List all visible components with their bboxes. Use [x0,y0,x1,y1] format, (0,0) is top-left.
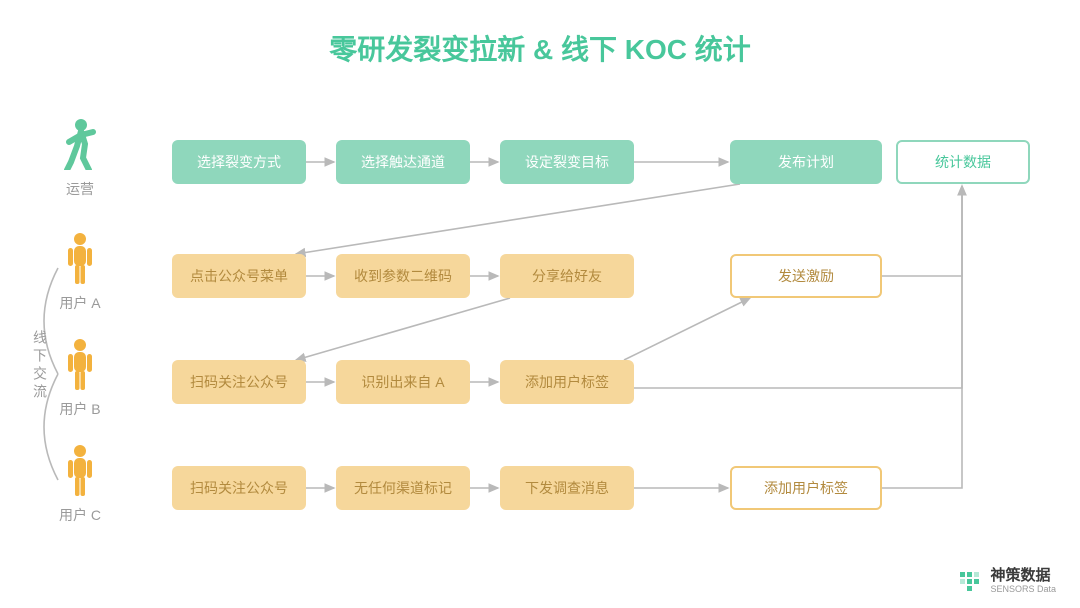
node-b1: 扫码关注公众号 [172,360,306,404]
actor-userA: 用户 A [55,232,105,313]
actor-label: 运营 [55,179,105,199]
node-ops2: 选择触达通道 [336,140,470,184]
person-icon [55,444,105,501]
person-icon [55,118,105,175]
node-b2: 识别出来自 A [336,360,470,404]
actor-userC: 用户 C [55,444,105,525]
actor-label: 用户 A [55,293,105,313]
node-c4n: 添加用户标签 [730,466,882,510]
node-a3: 分享给好友 [500,254,634,298]
person-icon [55,232,105,289]
page-title: 零研发裂变拉新 & 线下 KOC 统计 [0,28,1080,68]
node-stat: 统计数据 [896,140,1030,184]
node-a4: 发送激励 [730,254,882,298]
node-ops1: 选择裂变方式 [172,140,306,184]
node-a1: 点击公众号菜单 [172,254,306,298]
node-c3n: 下发调查消息 [500,466,634,510]
node-ops4: 发布计划 [730,140,882,184]
node-a2: 收到参数二维码 [336,254,470,298]
person-icon [55,338,105,395]
side-label-offline: 线下交流 [30,330,50,402]
logo-text-en: SENSORS Data [990,585,1056,594]
connector-layer [0,0,1080,608]
actor-userB: 用户 B [55,338,105,419]
node-c2n: 无任何渠道标记 [336,466,470,510]
logo-text-cn: 神策数据 [990,568,1056,583]
node-c1n: 扫码关注公众号 [172,466,306,510]
actor-ops: 运营 [55,118,105,199]
logo-mark-icon [958,569,982,593]
brand-logo: 神策数据 SENSORS Data [958,568,1056,594]
actor-label: 用户 C [55,505,105,525]
node-ops3: 设定裂变目标 [500,140,634,184]
node-b3: 添加用户标签 [500,360,634,404]
actor-label: 用户 B [55,399,105,419]
